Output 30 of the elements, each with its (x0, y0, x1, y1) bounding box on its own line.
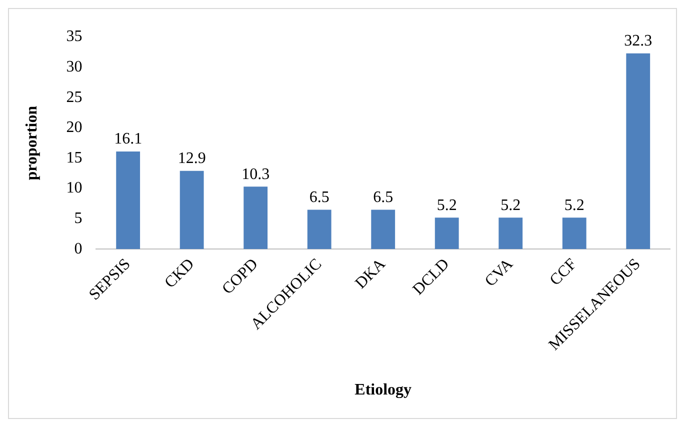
data-label: 6.5 (373, 188, 394, 206)
bar (371, 210, 396, 250)
data-label: 16.1 (114, 130, 142, 148)
y-tick-label: 20 (66, 119, 82, 136)
y-axis-title: proportion (24, 106, 41, 180)
bar (116, 152, 140, 250)
bar (307, 210, 332, 250)
data-label: 5.2 (564, 196, 584, 214)
bar (562, 218, 586, 250)
data-label: 10.3 (242, 166, 270, 183)
y-tick-label: 5 (74, 210, 82, 228)
y-tick-label: 25 (66, 88, 82, 106)
y-tick-label: 30 (66, 58, 82, 76)
y-tick-label: 15 (66, 149, 82, 166)
data-label: 5.2 (500, 196, 521, 214)
bar (498, 218, 523, 250)
data-label: 5.2 (436, 196, 457, 214)
data-label: 12.9 (178, 150, 206, 168)
x-tick-label: CKD (162, 256, 198, 292)
y-tick-label: 35 (66, 28, 82, 46)
bar (244, 186, 268, 250)
x-axis-title: Etiology (354, 382, 412, 399)
bar (434, 218, 459, 250)
y-tick-label: 0 (74, 240, 82, 258)
y-tick-label: 10 (66, 180, 82, 197)
data-label: 6.5 (309, 188, 330, 206)
bar (180, 170, 204, 250)
data-label: 32.3 (624, 32, 652, 50)
x-tick-label: CVA (482, 255, 517, 290)
bar (626, 53, 650, 250)
